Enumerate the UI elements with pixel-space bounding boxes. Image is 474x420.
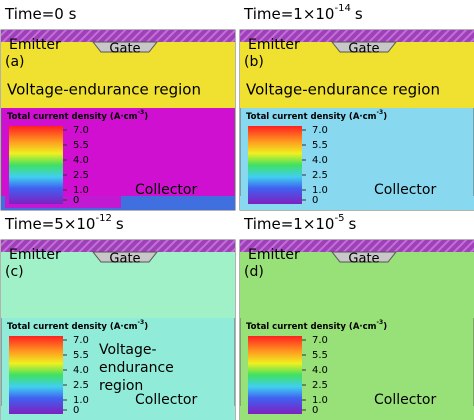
panel-label: (c) <box>5 264 24 280</box>
upper-layer <box>1 42 235 108</box>
panel-title: Time=5×10-12 s <box>4 213 124 233</box>
colorbar <box>248 126 302 204</box>
legend-title-end: ) <box>383 322 387 332</box>
region-label: Voltage-endurance region <box>246 81 440 99</box>
legend-tick-label: 4.0 <box>312 365 328 376</box>
legend-tick-label: 1.0 <box>312 395 328 406</box>
title-base: Time=1×10 <box>243 215 334 233</box>
panel-label: (d) <box>244 264 264 280</box>
region-label: Voltage- <box>99 342 157 358</box>
legend-title: Total current density (A·cm-3) <box>246 319 387 332</box>
title-exp: -12 <box>95 213 111 224</box>
upper-layer <box>1 252 235 318</box>
legend-title: Total current density (A·cm-3) <box>7 319 148 332</box>
legend-tick-label: 1.0 <box>312 185 328 196</box>
title-base: Time=1×10 <box>243 5 334 23</box>
legend-tick-label: 0 <box>312 195 318 206</box>
legend-title-end: ) <box>383 112 387 122</box>
panel-label: (b) <box>244 54 264 70</box>
legend-title-base: Total current density (A·cm <box>7 322 138 332</box>
legend-tick-label: 0 <box>73 195 79 206</box>
panel: Time=5×10-12 s Emitter Gate (c) Total current… <box>0 213 236 420</box>
title-unit: s <box>116 215 124 233</box>
legend-tick-label: 7.0 <box>312 335 328 346</box>
emitter-metal <box>240 240 474 252</box>
collector-label: Collector <box>135 182 197 198</box>
legend-tick-label: 1.0 <box>73 185 89 196</box>
gate-label: Gate <box>348 252 379 267</box>
legend-title-base: Total current density (A·cm <box>7 112 138 122</box>
title-unit: s <box>355 5 363 23</box>
gate-trench <box>330 41 398 53</box>
gate-label: Gate <box>109 42 140 57</box>
collector-label: Collector <box>374 182 436 198</box>
legend-title-end: ) <box>144 112 148 122</box>
panel-title: Time=1×10-5 s <box>243 213 356 233</box>
legend-tick-label: 4.0 <box>73 365 89 376</box>
emitter-metal <box>1 240 235 252</box>
gate-trench <box>330 251 398 263</box>
colorbar <box>9 336 63 414</box>
emitter-metal <box>240 30 474 42</box>
legend-title-exp: -3 <box>377 319 384 326</box>
emitter-label: Emitter <box>248 247 300 263</box>
legend-tick-label: 2.5 <box>73 170 89 181</box>
title-base: Time=5×10 <box>4 215 95 233</box>
colorbar <box>9 126 63 204</box>
legend-tick-label: 2.5 <box>312 170 328 181</box>
emitter-label: Emitter <box>9 247 61 263</box>
legend-tick-label: 2.5 <box>312 380 328 391</box>
collector-label: Collector <box>135 392 197 408</box>
gate-trench <box>91 251 159 263</box>
legend-title-exp: -3 <box>138 319 145 326</box>
legend-tick-label: 5.5 <box>73 350 89 361</box>
legend-title-end: ) <box>144 322 148 332</box>
title-exp: -14 <box>334 3 350 14</box>
legend-title-exp: -3 <box>377 109 384 116</box>
panel: Time=1×10-14 s Emitter Gate (b) Total current… <box>239 3 474 211</box>
gate-label: Gate <box>109 252 140 267</box>
emitter-label: Emitter <box>248 37 300 53</box>
legend-tick-label: 2.5 <box>73 380 89 391</box>
upper-layer <box>240 42 474 108</box>
region-label: region <box>99 378 143 394</box>
panel-title: Time=1×10-14 s <box>243 3 363 23</box>
legend-tick-label: 0 <box>73 405 79 416</box>
emitter-metal <box>1 30 235 42</box>
legend-tick-label: 5.5 <box>73 140 89 151</box>
legend-tick-label: 0 <box>312 405 318 416</box>
legend-tick-label: 5.5 <box>312 140 328 151</box>
panel-title: Time=0 s <box>4 5 77 23</box>
title-unit: s <box>348 215 356 233</box>
legend-tick-label: 7.0 <box>73 125 89 136</box>
panel: Time=0 s Emitter Gate (a) Total current dens… <box>0 5 236 211</box>
panel: Time=1×10-5 s Emitter Gate (d) Total current … <box>239 213 474 420</box>
colorbar <box>248 336 302 414</box>
region-label: endurance <box>99 360 174 376</box>
legend-title-exp: -3 <box>138 109 145 116</box>
title-base: Time=0 s <box>4 5 77 23</box>
gate-label: Gate <box>348 42 379 57</box>
legend-title: Total current density (A·cm-3) <box>246 109 387 122</box>
emitter-label: Emitter <box>9 37 61 53</box>
legend-tick-label: 1.0 <box>73 395 89 406</box>
gate-trench <box>91 41 159 53</box>
region-label: Voltage-endurance region <box>7 81 201 99</box>
title-exp: -5 <box>334 213 344 224</box>
panel-label: (a) <box>5 54 25 70</box>
legend-title-base: Total current density (A·cm <box>246 322 377 332</box>
legend-title: Total current density (A·cm-3) <box>7 109 148 122</box>
legend-tick-label: 7.0 <box>73 335 89 346</box>
legend-tick-label: 4.0 <box>73 155 89 166</box>
legend-title-base: Total current density (A·cm <box>246 112 377 122</box>
legend-tick-label: 7.0 <box>312 125 328 136</box>
collector-label: Collector <box>374 392 436 408</box>
legend-tick-label: 5.5 <box>312 350 328 361</box>
legend-tick-label: 4.0 <box>312 155 328 166</box>
upper-layer <box>240 252 474 318</box>
